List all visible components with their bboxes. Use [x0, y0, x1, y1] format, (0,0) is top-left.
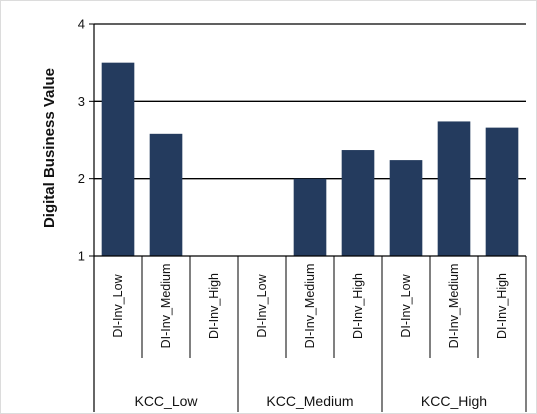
group-label: KCC_Medium [266, 393, 353, 409]
bar [341, 150, 375, 256]
y-tick-label: 3 [78, 94, 85, 109]
axes [89, 23, 527, 412]
bar [101, 62, 135, 256]
category-label: DI-Inv_High [351, 273, 365, 339]
x-category-labels: DI-Inv_Low DI-Inv_Medium DI-Inv_High DI-Inv… [111, 264, 509, 349]
category-label: DI-Inv_High [495, 273, 509, 339]
x-group-labels: KCC_Low KCC_Medium KCC_High [134, 393, 487, 409]
category-label: DI-Inv_Medium [447, 264, 461, 349]
bar [389, 160, 423, 256]
bar [437, 121, 471, 256]
y-tick-label: 2 [78, 171, 85, 186]
bar [149, 133, 183, 256]
bar [485, 127, 519, 256]
group-label: KCC_Low [134, 393, 198, 409]
y-tick-label: 1 [78, 249, 85, 264]
category-label: DI-Inv_Low [255, 273, 269, 337]
category-label: DI-Inv_Low [111, 273, 125, 337]
y-tick-label: 4 [78, 17, 85, 32]
y-axis-label: Digital Business Value [41, 68, 58, 228]
category-label: DI-Inv_Medium [303, 264, 317, 349]
bar [293, 178, 327, 256]
group-label: KCC_High [421, 393, 487, 409]
bars [101, 62, 519, 256]
category-label: DI-Inv_Low [399, 273, 413, 337]
category-label: DI-Inv_High [207, 273, 221, 339]
category-label: DI-Inv_Medium [159, 264, 173, 349]
y-tick-labels: 1 2 3 4 [78, 17, 85, 264]
